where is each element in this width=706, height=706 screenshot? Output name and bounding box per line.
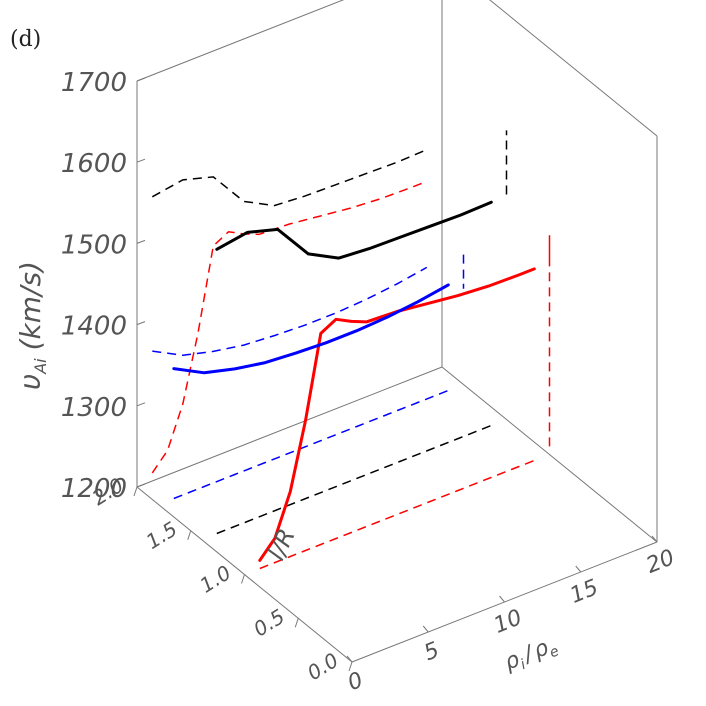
svg-text:ρi/ρe: ρi/ρe [501, 632, 561, 678]
box-edge-2 [441, 366, 658, 543]
series-line-1 [258, 267, 536, 562]
y-axis-title-text: l/R [262, 524, 301, 564]
z-tick-label-5: 1700 [61, 68, 127, 98]
floor-projection-2 [173, 389, 449, 500]
floor-projection-0 [216, 424, 492, 535]
z-tick-mark-5 [136, 77, 146, 82]
box-frame [136, 0, 658, 663]
x-tick-label-0: 0 [344, 668, 366, 696]
z-tick-label-1: 1300 [61, 393, 127, 423]
y-ticks: 0.00.51.01.52.0 [88, 473, 353, 685]
z-tick-label-0: 1200 [61, 474, 127, 504]
x-tick-mark-4 [651, 535, 658, 543]
z-tick-label-2: 1400 [61, 312, 127, 342]
floor-projection-1 [259, 459, 535, 570]
x-tick-label-4: 20 [643, 545, 678, 579]
x-tick-label-1: 5 [421, 638, 443, 666]
z-tick-mark-1 [136, 402, 146, 407]
y-tick-mark-2 [241, 574, 245, 584]
z-axis-title-sub: Ai [31, 358, 50, 375]
y-tick-mark-4 [133, 486, 138, 497]
y-tick-mark-1 [294, 618, 299, 628]
series-line-2 [172, 283, 450, 375]
z-tick-label-4: 1600 [61, 149, 127, 179]
y-tick-label-3: 1.5 [142, 517, 182, 554]
back-wall-projection-2 [152, 266, 428, 357]
series-line-0 [215, 200, 493, 260]
x-tick-mark-1 [422, 625, 429, 633]
projections [151, 130, 551, 570]
box-edge-8 [489, 0, 658, 137]
x-tick-mark-0 [346, 655, 353, 663]
z-tick-mark-2 [136, 321, 146, 326]
box-edge-3 [136, 366, 443, 488]
z-ticks: 1200 1300 1400 1500 1600 1700 [61, 68, 146, 504]
back-wall-projection-1 [151, 180, 428, 474]
x-axis-title: ρi/ρe [501, 632, 561, 678]
svg-text:υAi(km/s): υAi (km/s) [14, 261, 50, 390]
y-tick-mark-0 [348, 661, 353, 672]
z-tick-mark-0 [136, 483, 146, 488]
box-edge-7 [136, 0, 345, 82]
z-tick-mark-4 [136, 158, 146, 163]
y-tick-mark-3 [187, 530, 192, 540]
x-tick-mark-2 [499, 595, 505, 603]
y-tick-label-0: 0.0 [303, 648, 343, 685]
series-lines [172, 200, 536, 562]
x-tick-mark-3 [575, 565, 582, 573]
x-tick-label-3: 15 [567, 575, 602, 609]
panel-label: (d) [10, 27, 41, 52]
x-tick-label-2: 10 [490, 605, 525, 639]
y-axis-title: l/R [262, 524, 301, 564]
z-tick-mark-3 [136, 239, 146, 244]
y-tick-label-2: 1.0 [195, 560, 235, 597]
z-axis-title-main: υ [14, 374, 47, 390]
x-axis-title-sub-i: i [518, 657, 528, 673]
z-axis-title-unit: (km/s) [14, 261, 47, 350]
back-wall-projection-0 [151, 149, 428, 207]
z-tick-label-3: 1500 [61, 230, 127, 260]
y-tick-label-1: 0.5 [249, 604, 289, 641]
z-axis-title: υAi (km/s) [14, 261, 50, 390]
